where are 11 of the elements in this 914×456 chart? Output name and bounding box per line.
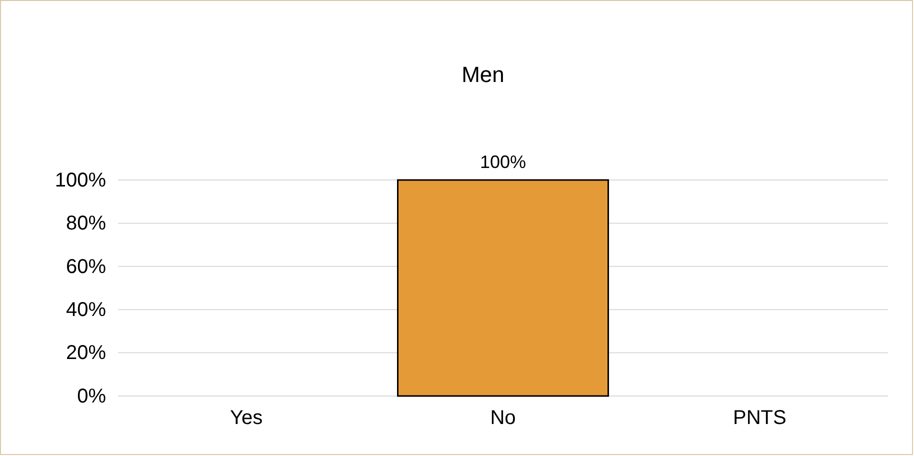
x-tick-label: PNTS xyxy=(732,407,786,430)
y-tick-label: 20% xyxy=(66,342,106,364)
data-label: 100% xyxy=(480,152,526,172)
y-tick-label: 40% xyxy=(66,299,106,321)
x-tick-label: Yes xyxy=(230,407,263,430)
y-tick-label: 60% xyxy=(66,256,106,278)
y-tick-label: 80% xyxy=(66,212,106,235)
y-tick-label: 0% xyxy=(77,385,106,408)
y-tick-label: 100% xyxy=(54,169,106,192)
chart-title: Men xyxy=(462,62,504,87)
x-tick-label: No xyxy=(490,407,516,430)
